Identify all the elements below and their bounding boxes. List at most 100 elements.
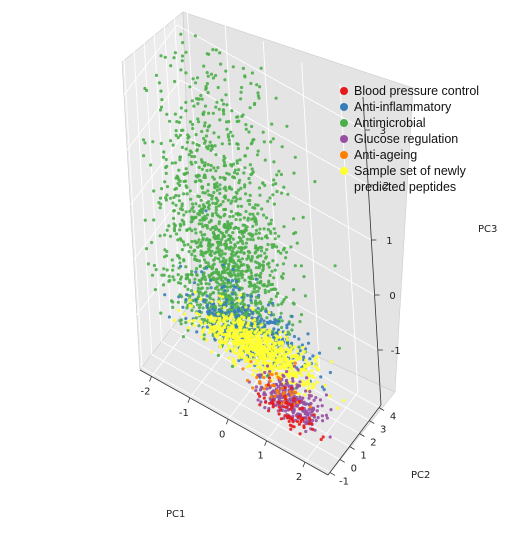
data-point bbox=[193, 290, 197, 294]
data-point bbox=[251, 238, 255, 242]
data-point bbox=[258, 280, 263, 284]
data-point bbox=[211, 144, 215, 149]
data-point bbox=[293, 155, 297, 159]
data-point bbox=[252, 287, 256, 291]
grid-line bbox=[123, 59, 143, 368]
data-point bbox=[274, 403, 278, 407]
data-point bbox=[179, 115, 183, 119]
data-point bbox=[248, 181, 252, 185]
data-point bbox=[314, 419, 318, 423]
data-point bbox=[211, 175, 215, 179]
data-point bbox=[242, 171, 246, 175]
data-point bbox=[240, 230, 244, 234]
data-point bbox=[219, 301, 223, 305]
data-point bbox=[222, 161, 227, 165]
data-point bbox=[292, 370, 296, 374]
data-point bbox=[170, 258, 174, 262]
data-point bbox=[262, 213, 266, 217]
data-point bbox=[310, 418, 315, 423]
data-point bbox=[266, 361, 270, 366]
data-point bbox=[226, 310, 230, 314]
data-point bbox=[229, 130, 233, 134]
data-point bbox=[239, 237, 243, 241]
data-point bbox=[311, 382, 315, 387]
data-point bbox=[269, 140, 273, 144]
data-point bbox=[234, 195, 238, 199]
data-point bbox=[215, 100, 219, 104]
data-point bbox=[321, 419, 325, 423]
data-point bbox=[234, 279, 238, 283]
data-point bbox=[301, 346, 305, 350]
data-point bbox=[253, 321, 257, 325]
data-point bbox=[256, 365, 260, 369]
data-point bbox=[254, 228, 259, 232]
data-point bbox=[259, 308, 263, 312]
data-point bbox=[292, 364, 296, 368]
data-point bbox=[186, 273, 190, 277]
data-point bbox=[240, 340, 244, 344]
legend-label: Antimicrobial bbox=[354, 116, 426, 130]
data-point bbox=[279, 325, 284, 330]
data-point bbox=[280, 191, 284, 195]
data-point bbox=[240, 269, 244, 273]
data-point bbox=[219, 243, 223, 247]
data-point bbox=[280, 145, 284, 149]
data-point bbox=[263, 251, 267, 255]
data-point bbox=[246, 216, 250, 220]
data-point bbox=[307, 371, 311, 376]
data-point bbox=[203, 278, 208, 282]
data-point bbox=[221, 252, 225, 256]
data-point bbox=[211, 325, 215, 330]
data-point bbox=[226, 220, 230, 224]
data-point bbox=[250, 255, 254, 259]
data-point bbox=[288, 367, 292, 371]
data-point bbox=[176, 176, 180, 180]
x-tick-label: 1 bbox=[257, 451, 263, 462]
data-point bbox=[298, 399, 302, 403]
data-point bbox=[216, 288, 220, 292]
data-point bbox=[220, 282, 224, 286]
data-point bbox=[185, 228, 189, 232]
data-point bbox=[174, 129, 178, 133]
data-point bbox=[213, 333, 217, 337]
data-point bbox=[258, 368, 263, 372]
data-point bbox=[195, 273, 199, 277]
data-point bbox=[177, 308, 181, 312]
data-point bbox=[186, 136, 190, 140]
data-point bbox=[289, 363, 293, 367]
data-point bbox=[263, 335, 267, 339]
data-point bbox=[249, 81, 253, 86]
data-point bbox=[178, 155, 182, 159]
data-point bbox=[165, 268, 169, 272]
data-point bbox=[201, 225, 205, 229]
data-point bbox=[167, 279, 171, 283]
data-point bbox=[189, 289, 194, 293]
data-point bbox=[281, 373, 285, 377]
data-point bbox=[265, 387, 269, 391]
data-point bbox=[254, 244, 258, 248]
data-point bbox=[186, 243, 190, 247]
data-point bbox=[228, 295, 232, 299]
data-point bbox=[199, 282, 203, 286]
data-point bbox=[263, 235, 267, 239]
data-point bbox=[313, 364, 317, 368]
data-point bbox=[260, 345, 264, 349]
data-point bbox=[248, 163, 252, 167]
data-point bbox=[254, 388, 258, 393]
data-point bbox=[276, 322, 280, 326]
data-point bbox=[217, 204, 221, 208]
y-tick bbox=[378, 407, 385, 411]
data-point bbox=[257, 231, 261, 235]
data-point bbox=[268, 339, 272, 343]
data-point bbox=[253, 308, 258, 312]
data-point bbox=[209, 72, 214, 76]
data-point bbox=[198, 218, 202, 222]
data-point bbox=[225, 127, 229, 131]
data-point bbox=[224, 244, 228, 248]
data-point bbox=[214, 271, 218, 275]
data-point bbox=[228, 247, 232, 251]
data-point bbox=[285, 341, 289, 345]
data-point bbox=[207, 282, 211, 286]
data-point bbox=[230, 279, 234, 283]
data-point bbox=[272, 366, 276, 370]
